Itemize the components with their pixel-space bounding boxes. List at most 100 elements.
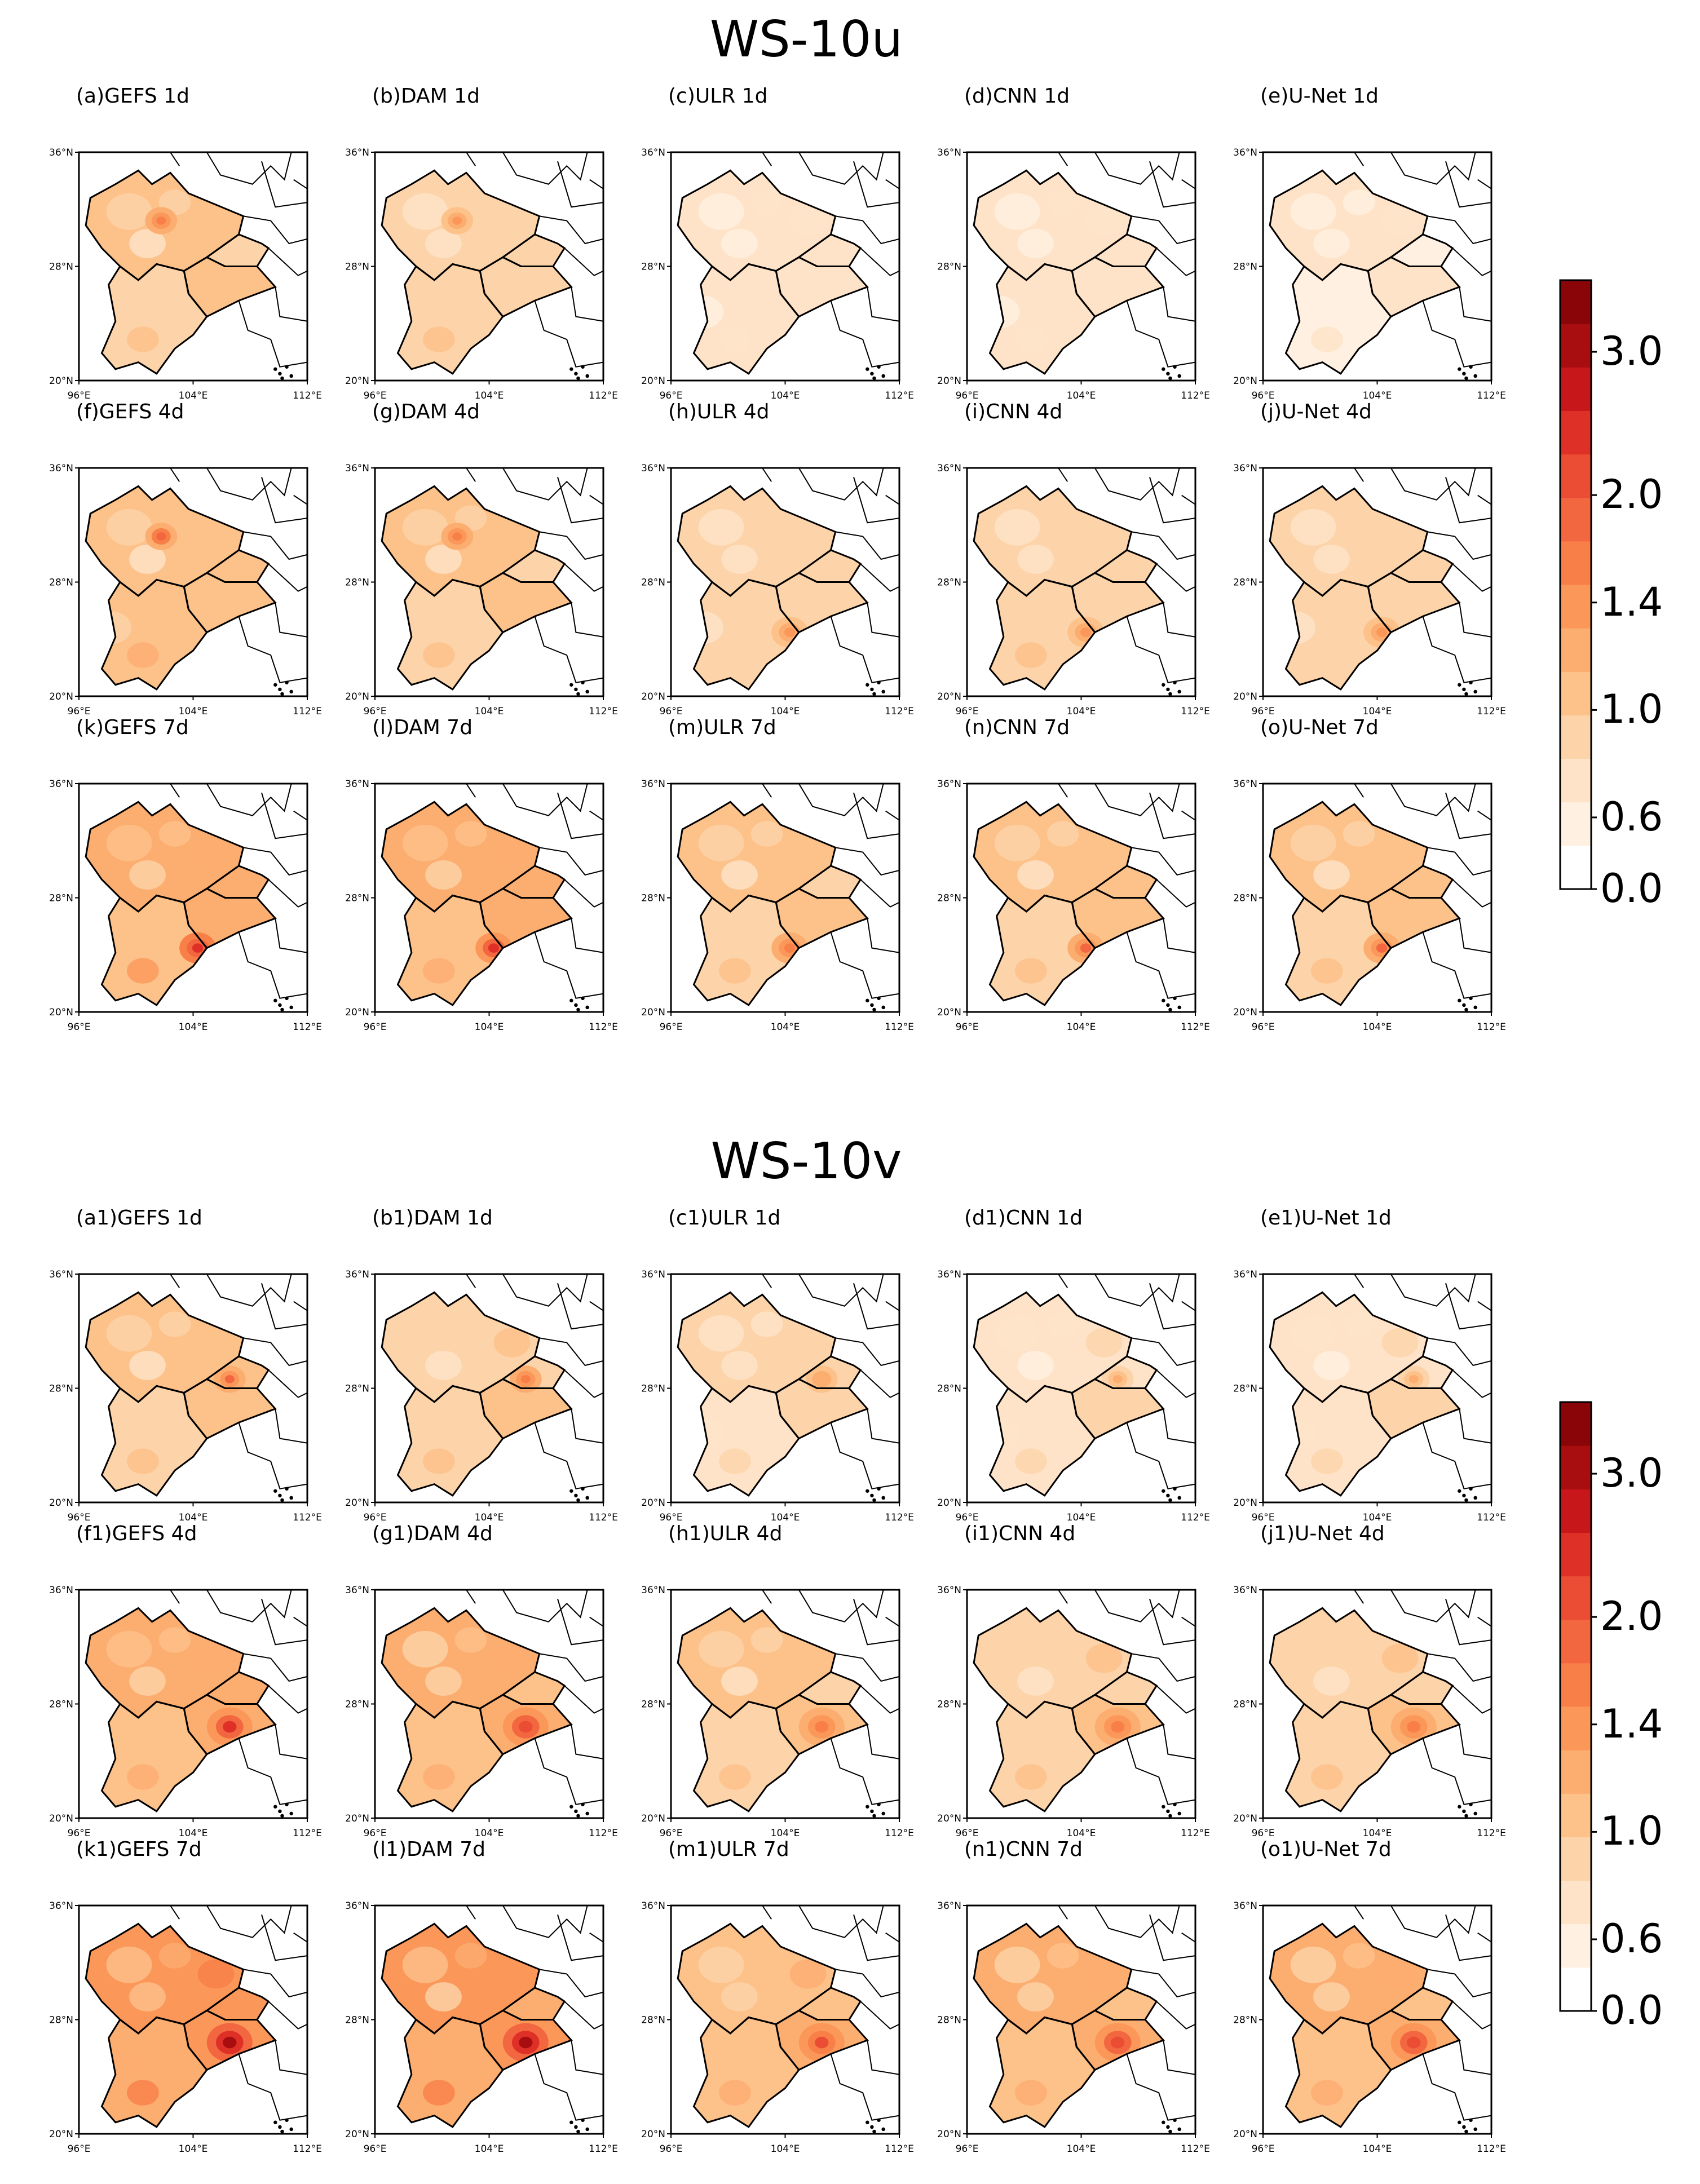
lon-tick-label: 96°E: [956, 706, 979, 717]
lon-tick-label: 104°E: [1363, 706, 1392, 717]
shading-patch: [1017, 545, 1054, 574]
neighbor-border: [1058, 783, 1068, 798]
section-title: WS-10u: [709, 10, 903, 68]
shading-patch: [402, 1315, 448, 1352]
coast-mark: [1168, 1814, 1172, 1818]
shading-patch: [1381, 1959, 1419, 1989]
province-fill: [1094, 865, 1157, 898]
neighbor-border: [1156, 563, 1196, 592]
province-border: [100, 1700, 208, 1812]
map-plot: 36°N 28°N 20°N 96°E 104°E 112°E: [937, 147, 1210, 401]
neighbor-border: [206, 1274, 292, 1307]
coast-mark: [581, 1802, 585, 1806]
neighbor-border: [1390, 152, 1476, 185]
lon-tick-label: 104°E: [475, 390, 504, 401]
lat-tick-label: 20°N: [937, 1007, 961, 1018]
neighbor-border: [885, 494, 900, 505]
panel-label: (h)ULR 4d: [668, 400, 770, 423]
province-fill: [1286, 1386, 1391, 1496]
shading-patch: [1313, 229, 1350, 258]
coast-mark: [1458, 1805, 1461, 1809]
neighbor-border: [762, 783, 772, 798]
neighbor-border: [238, 2053, 308, 2121]
coast-mark: [870, 687, 874, 692]
shading-patch: [127, 326, 159, 352]
hotspot: [1376, 627, 1388, 637]
coast-mark: [289, 374, 293, 378]
lon-tick-label: 112°E: [1477, 1512, 1506, 1523]
shading-patch: [402, 193, 448, 230]
neighbor-border: [502, 467, 588, 501]
shading-patch: [106, 509, 152, 546]
shading-patch: [1047, 189, 1079, 215]
neighbor-border: [1459, 602, 1492, 638]
neighbor-border: [1427, 531, 1492, 560]
shading-patch: [1015, 958, 1047, 984]
province-fill: [184, 888, 276, 948]
hotspot: [1080, 627, 1092, 637]
coast-mark: [574, 1809, 578, 1814]
shading-patch: [1015, 1448, 1047, 1474]
lat-tick-label: 36°N: [49, 779, 73, 790]
province-fill: [1072, 257, 1164, 317]
lon-tick-label: 104°E: [475, 2143, 504, 2155]
province-fill: [398, 1701, 503, 1811]
colorbar-label: 0.0: [1600, 865, 1663, 912]
lon-tick-label: 104°E: [1363, 390, 1392, 401]
shading-patch: [1047, 1311, 1079, 1337]
colorbar-segment: [1560, 1706, 1591, 1750]
hotspot: [223, 1721, 237, 1733]
coast-mark: [1464, 1498, 1468, 1502]
lat-tick-label: 20°N: [49, 2129, 73, 2140]
neighbor-border: [1445, 1598, 1492, 1646]
shading-patch: [698, 509, 744, 546]
lat-tick-label: 28°N: [345, 577, 369, 589]
coast-mark: [1166, 1493, 1170, 1498]
coast-mark: [877, 1487, 881, 1491]
colorbar: [1559, 279, 1597, 890]
neighbor-border: [268, 247, 308, 276]
neighbor-border: [860, 2001, 900, 2030]
map-panel: (o)U-Net 7d 36°N 28°N 20°N 96°E 104°E 112°E: [1221, 716, 1514, 1033]
colorbar-segment: [1560, 367, 1591, 411]
shading-patch: [129, 1351, 166, 1380]
neighbor-border: [534, 2053, 604, 2121]
map-plot: 36°N 28°N 20°N 96°E 104°E 112°E: [641, 463, 914, 717]
lat-tick-label: 36°N: [345, 1269, 369, 1280]
lat-tick-label: 28°N: [641, 2015, 665, 2026]
coast-mark: [872, 692, 876, 696]
lon-tick-label: 96°E: [364, 706, 387, 717]
shading-patch: [719, 958, 751, 984]
colorbar-segment: [1560, 671, 1591, 715]
panel-label: (o1)U-Net 7d: [1260, 1838, 1392, 1861]
shading-patch: [750, 1311, 783, 1337]
province-fill: [206, 234, 269, 267]
coast-mark: [1473, 374, 1477, 378]
province-fill: [798, 1672, 861, 1704]
shading-patch: [1343, 189, 1375, 215]
neighbor-border: [1452, 1369, 1492, 1398]
coast-mark: [574, 372, 578, 376]
neighbor-border: [571, 1408, 604, 1444]
province-fill: [694, 264, 799, 374]
neighbor-border: [243, 531, 308, 560]
hotspot: [519, 1721, 533, 1733]
map-plot: 36°N 28°N 20°N 96°E 104°E 112°E: [345, 1585, 618, 1839]
colorbar-label: 0.6: [1600, 1915, 1663, 1962]
neighbor-border: [534, 1738, 604, 1805]
neighbor-border: [261, 1598, 308, 1646]
neighbor-border: [1445, 1914, 1492, 1961]
colorbar-segment: [1560, 497, 1591, 542]
neighbor-border: [564, 563, 604, 592]
hotspot: [1407, 1721, 1421, 1733]
province-fill: [990, 580, 1095, 689]
colorbar-segment: [1560, 1445, 1591, 1489]
coast-mark: [1458, 2120, 1461, 2124]
shading-patch: [698, 824, 744, 861]
coast-mark: [1458, 1489, 1461, 1493]
neighbor-border: [571, 1724, 604, 1759]
coast-mark: [576, 2129, 580, 2134]
hotspot: [1111, 1721, 1125, 1733]
lat-tick-label: 36°N: [1233, 1900, 1257, 1912]
lat-tick-label: 36°N: [345, 1585, 369, 1596]
